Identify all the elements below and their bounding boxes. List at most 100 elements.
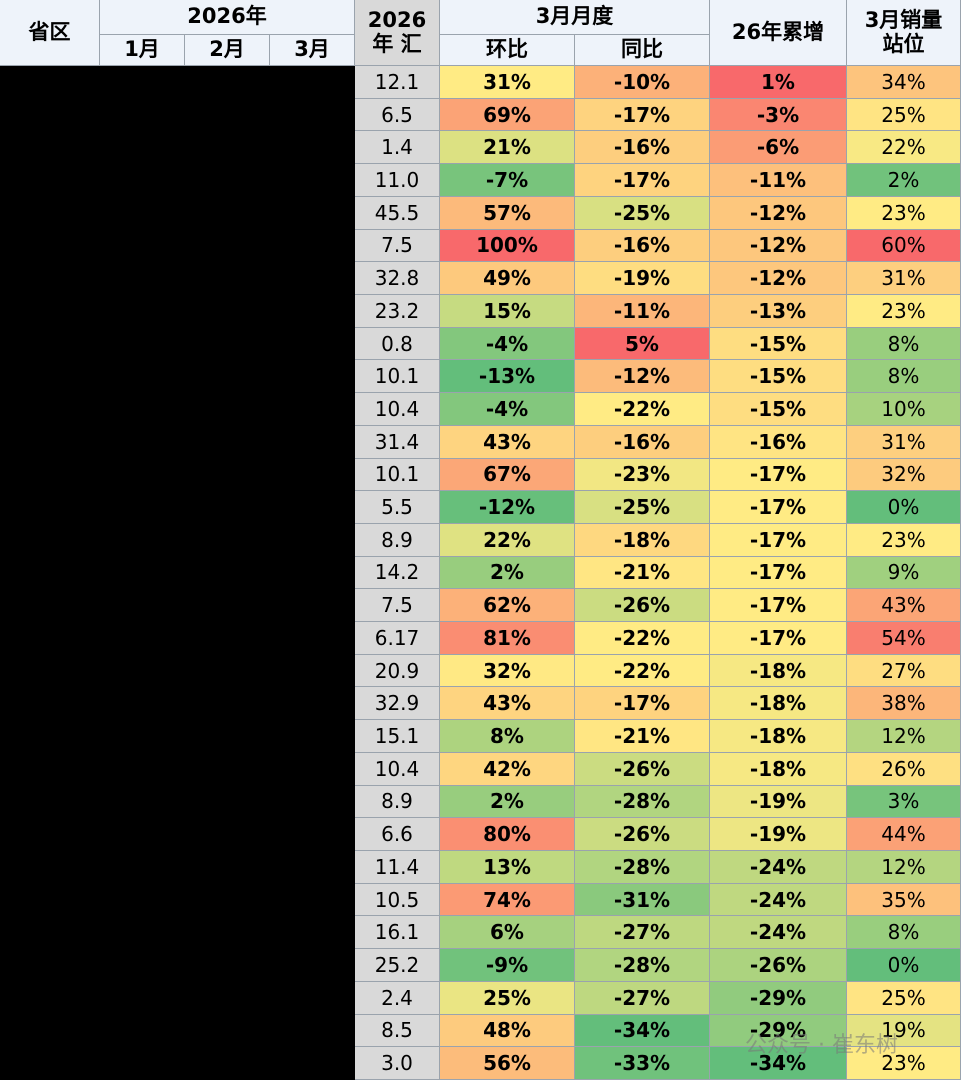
header-text: 3月月度 [535, 4, 614, 29]
total-cell: 23.2 [355, 294, 440, 328]
value-cell: -16% [575, 131, 710, 165]
header-cell: 2月 [185, 35, 270, 66]
value-cell: -23% [575, 458, 710, 492]
header-text: 26年累增 [731, 19, 825, 44]
header-cell: 同比 [575, 35, 710, 66]
value-cell: -15% [710, 327, 847, 361]
total-cell: 0.8 [355, 327, 440, 361]
value-cell: 0% [847, 491, 961, 524]
value-cell: 57% [440, 196, 575, 230]
header-cell: 3月月度 [440, 0, 710, 35]
value-cell: -27% [575, 916, 710, 950]
total-cell: 32.8 [355, 262, 440, 295]
value-cell: -18% [710, 752, 847, 786]
value-cell: 8% [440, 720, 575, 753]
value-cell: 44% [847, 818, 961, 852]
value-cell: 43% [440, 687, 575, 721]
value-cell: 23% [847, 196, 961, 230]
value-cell: -24% [710, 851, 847, 884]
value-cell: -34% [575, 1014, 710, 1048]
value-cell: 26% [847, 752, 961, 786]
value-cell: -9% [440, 949, 575, 982]
value-cell: -29% [710, 1014, 847, 1048]
header-text: 1月 [124, 37, 160, 62]
total-cell: 12.1 [355, 66, 440, 99]
value-cell: -22% [575, 393, 710, 426]
value-cell: -29% [710, 981, 847, 1015]
total-cell: 15.1 [355, 720, 440, 753]
total-cell: 8.5 [355, 1014, 440, 1048]
value-cell: 31% [847, 262, 961, 295]
value-cell: -26% [575, 818, 710, 852]
value-cell: 22% [440, 523, 575, 557]
value-cell: -26% [575, 589, 710, 623]
value-cell: -31% [575, 883, 710, 917]
total-cell: 7.5 [355, 229, 440, 263]
value-cell: -27% [575, 981, 710, 1015]
value-cell: -18% [710, 654, 847, 688]
total-cell: 32.9 [355, 687, 440, 721]
value-cell: 74% [440, 883, 575, 917]
total-cell: 10.1 [355, 458, 440, 492]
total-cell: 10.4 [355, 393, 440, 426]
header-text: 站位 [882, 31, 925, 56]
value-cell: 19% [847, 1014, 961, 1048]
value-cell: 34% [847, 66, 961, 99]
value-cell: -19% [710, 818, 847, 852]
value-cell: -17% [710, 458, 847, 492]
value-cell: 2% [440, 785, 575, 819]
header-text: 2026 [367, 8, 427, 33]
value-cell: -28% [575, 785, 710, 819]
total-cell: 8.9 [355, 785, 440, 819]
value-cell: 1% [710, 66, 847, 99]
total-cell: 1.4 [355, 131, 440, 165]
header-text: 年 汇 [372, 31, 422, 56]
value-cell: -18% [575, 523, 710, 557]
value-cell: -22% [575, 622, 710, 655]
header-text: 3月销量 [864, 8, 943, 33]
value-cell: 3% [847, 785, 961, 819]
header-text: 2026年 [187, 4, 267, 29]
value-cell: 43% [440, 425, 575, 459]
value-cell: 8% [847, 327, 961, 361]
header-cell: 2026年 [100, 0, 355, 35]
value-cell: -18% [710, 687, 847, 721]
value-cell: -16% [575, 425, 710, 459]
value-cell: 62% [440, 589, 575, 623]
header-text: 环比 [486, 37, 528, 62]
value-cell: 38% [847, 687, 961, 721]
total-cell: 10.4 [355, 752, 440, 786]
value-cell: 23% [847, 1047, 961, 1080]
value-cell: 12% [847, 720, 961, 753]
value-cell: 6% [440, 916, 575, 950]
value-cell: 23% [847, 294, 961, 328]
total-cell: 2.4 [355, 981, 440, 1015]
total-cell: 14.2 [355, 556, 440, 590]
value-cell: -13% [710, 294, 847, 328]
value-cell: -19% [710, 785, 847, 819]
total-cell: 11.4 [355, 851, 440, 884]
header-cell: 省区 [0, 0, 100, 66]
redaction [0, 66, 355, 1080]
value-cell: -10% [575, 66, 710, 99]
total-cell: 10.5 [355, 883, 440, 917]
value-cell: -12% [575, 360, 710, 394]
total-cell: 8.9 [355, 523, 440, 557]
value-cell: 8% [847, 360, 961, 394]
value-cell: 69% [440, 98, 575, 132]
value-cell: 56% [440, 1047, 575, 1080]
value-cell: 5% [575, 327, 710, 361]
value-cell: 81% [440, 622, 575, 655]
value-cell: -3% [710, 98, 847, 132]
value-cell: -13% [440, 360, 575, 394]
total-cell: 11.0 [355, 164, 440, 197]
value-cell: -28% [575, 949, 710, 982]
value-cell: -16% [710, 425, 847, 459]
value-cell: 9% [847, 556, 961, 590]
header-text: 2月 [209, 37, 245, 62]
total-cell: 3.0 [355, 1047, 440, 1080]
total-cell: 5.5 [355, 491, 440, 524]
header-text: 3月 [294, 37, 330, 62]
value-cell: 8% [847, 916, 961, 950]
value-cell: 21% [440, 131, 575, 165]
